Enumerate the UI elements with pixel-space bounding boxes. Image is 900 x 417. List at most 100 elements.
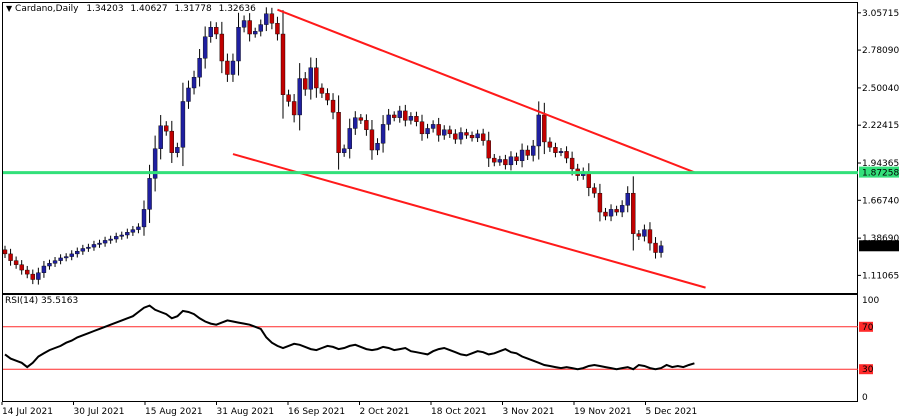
candle-body bbox=[19, 264, 24, 271]
candle-body bbox=[13, 260, 19, 265]
price-axis-label: 3.05715 bbox=[862, 9, 899, 19]
candle-body bbox=[531, 145, 536, 156]
candle-body bbox=[430, 124, 436, 129]
candle-body bbox=[175, 147, 180, 153]
candle-body bbox=[191, 76, 197, 89]
time-axis-label: 14 Jul 2021 bbox=[2, 407, 53, 417]
candle-body bbox=[608, 209, 614, 217]
support-price-label: 1.87258 bbox=[862, 169, 899, 179]
candle-body bbox=[558, 151, 564, 153]
symbol-label: Cardano,Daily bbox=[15, 4, 79, 14]
candle-body bbox=[269, 13, 275, 24]
candle-body bbox=[108, 238, 113, 241]
price-axis-label: 1.38690 bbox=[862, 234, 899, 244]
candle-body bbox=[25, 269, 30, 275]
candle-body bbox=[464, 132, 469, 136]
candle-body bbox=[314, 67, 319, 89]
candle-body bbox=[69, 253, 74, 257]
candle-body bbox=[353, 117, 358, 129]
candle-body bbox=[525, 149, 530, 156]
rsi-axis-label: 0 bbox=[862, 393, 868, 403]
rsi-header: RSI(14) 35.5163 bbox=[5, 296, 78, 306]
rsi-axis-label: 30 bbox=[862, 365, 874, 375]
high-value: 1.40627 bbox=[130, 4, 168, 14]
candle-body bbox=[547, 141, 553, 148]
candle-body bbox=[214, 27, 219, 35]
candle-body bbox=[636, 233, 642, 237]
candle-body bbox=[47, 263, 52, 267]
close-value: 1.32636 bbox=[218, 4, 256, 14]
candle-body bbox=[336, 112, 341, 153]
candle-body bbox=[375, 143, 380, 151]
candle-body bbox=[414, 116, 419, 122]
candle-body bbox=[63, 256, 69, 259]
candle-body bbox=[442, 129, 447, 136]
candle-body bbox=[152, 148, 158, 179]
candle-body bbox=[164, 125, 169, 132]
candle-body bbox=[147, 178, 152, 210]
price-axis-label: 1.66740 bbox=[862, 196, 899, 206]
rsi-pane[interactable] bbox=[2, 294, 858, 402]
rsi-axis-label: 100 bbox=[862, 296, 879, 306]
candle-body bbox=[86, 246, 91, 249]
price-header: ▼ Cardano,Daily 1.34203 1.40627 1.31778 … bbox=[6, 4, 256, 14]
time-axis-label: 19 Nov 2021 bbox=[574, 407, 632, 417]
candle-body bbox=[280, 33, 286, 95]
support-price-tag bbox=[859, 166, 899, 178]
candle-body bbox=[141, 209, 147, 228]
candle-body bbox=[597, 192, 603, 213]
candle-body bbox=[625, 192, 630, 206]
candle-body bbox=[275, 23, 280, 35]
candle-body bbox=[653, 242, 658, 253]
candle-body bbox=[41, 265, 47, 273]
candle-body bbox=[647, 229, 653, 244]
candle-body bbox=[236, 27, 241, 62]
candle-body bbox=[642, 229, 647, 237]
current-price-tag bbox=[859, 240, 899, 252]
candle-body bbox=[180, 101, 186, 148]
candle-body bbox=[553, 147, 558, 153]
candle-body bbox=[458, 132, 464, 140]
price-axis-label: 1.94365 bbox=[862, 159, 899, 169]
candle-body bbox=[291, 101, 297, 116]
triangle-down-icon: ▼ bbox=[6, 4, 13, 13]
candle-body bbox=[230, 60, 236, 75]
channel-lower-line bbox=[232, 153, 706, 289]
time-axis-label: 31 Aug 2021 bbox=[217, 407, 275, 417]
candle-body bbox=[658, 245, 664, 253]
price-axis-label: 2.50040 bbox=[862, 84, 899, 94]
candle-body bbox=[186, 87, 191, 102]
time-axis-label: 16 Sep 2021 bbox=[288, 407, 345, 417]
candle-body bbox=[425, 128, 430, 135]
candle-body bbox=[475, 133, 480, 139]
channel-upper-line bbox=[277, 8, 695, 174]
price-axis-label: 1.11065 bbox=[862, 271, 899, 281]
candle-body bbox=[564, 151, 569, 159]
price-pane[interactable] bbox=[2, 2, 858, 294]
candle-body bbox=[158, 125, 163, 149]
candle-body bbox=[80, 248, 86, 252]
candle-body bbox=[225, 60, 230, 75]
candle-body bbox=[619, 205, 625, 213]
candle-body bbox=[397, 110, 402, 118]
rsi-line bbox=[4, 304, 695, 371]
candle-body bbox=[486, 140, 491, 159]
candle-body bbox=[392, 114, 397, 118]
candle-body bbox=[241, 20, 247, 28]
candle-body bbox=[91, 244, 97, 248]
time-axis-label: 2 Oct 2021 bbox=[360, 407, 410, 417]
candle-body bbox=[492, 157, 497, 163]
candle-body bbox=[569, 157, 575, 170]
candle-body bbox=[419, 121, 425, 135]
candle-body bbox=[364, 120, 369, 130]
candle-body bbox=[113, 236, 119, 240]
price-axis-label: 2.22415 bbox=[862, 121, 899, 131]
candle-body bbox=[386, 114, 391, 125]
candle-body bbox=[536, 114, 541, 147]
candle-body bbox=[169, 130, 175, 153]
candle-body bbox=[508, 156, 514, 166]
candle-body bbox=[208, 27, 213, 37]
candle-body bbox=[52, 260, 58, 264]
